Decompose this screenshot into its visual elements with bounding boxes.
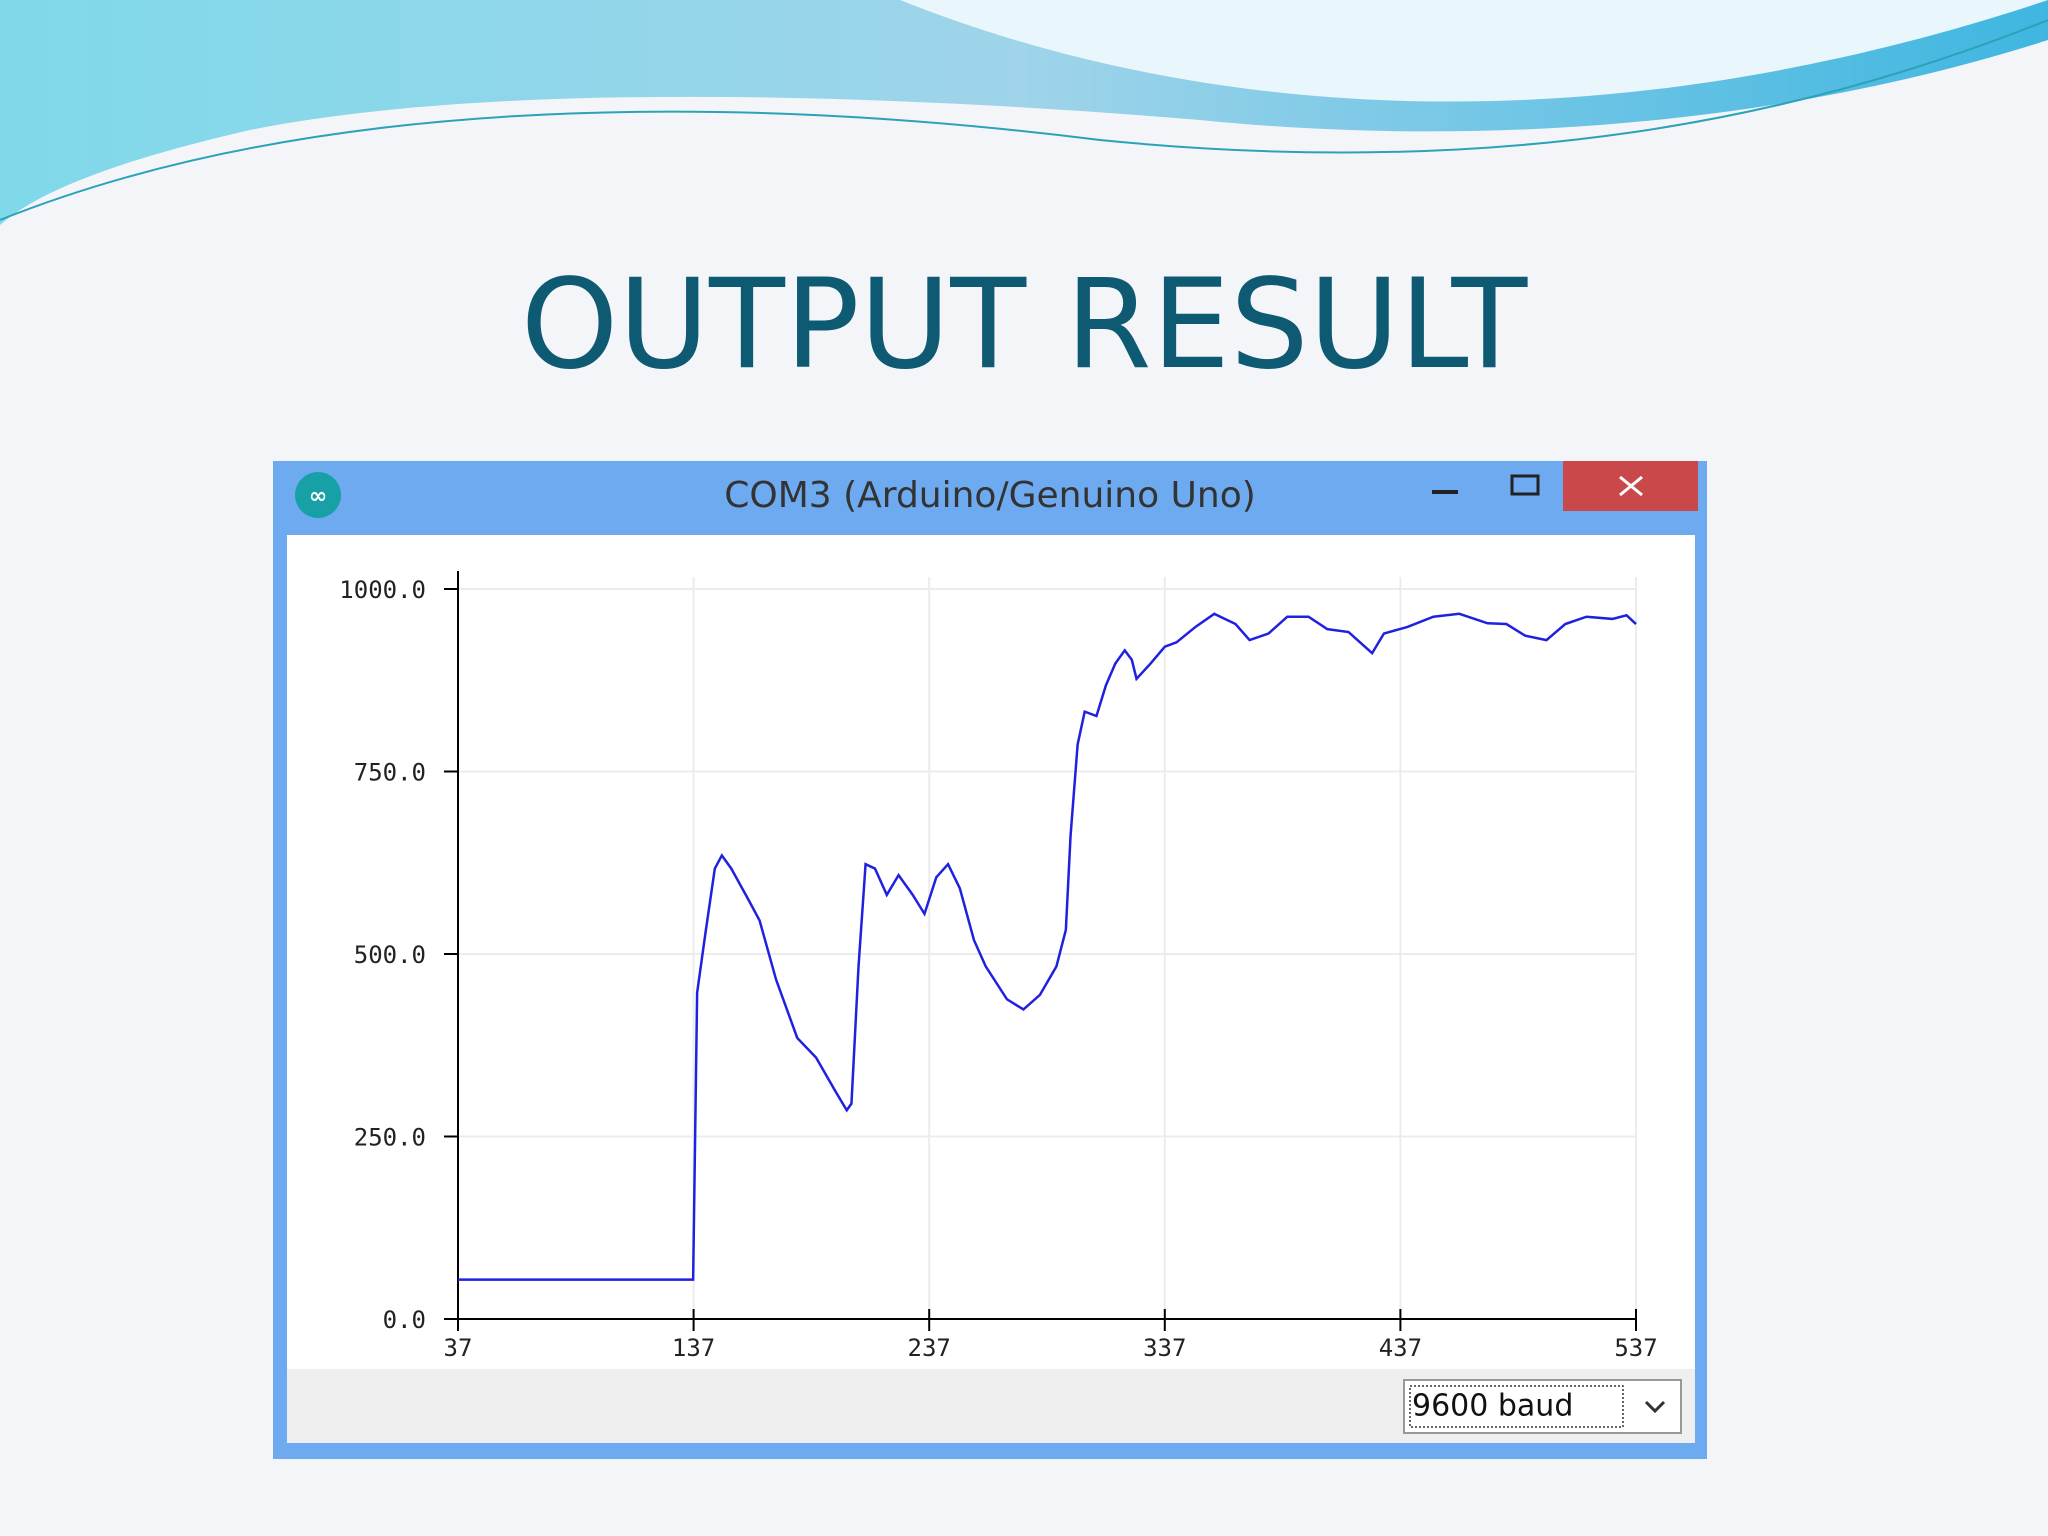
- y-tick-label: 500.0: [354, 941, 426, 969]
- baud-label: 9600 baud: [1412, 1389, 1573, 1424]
- header-wave-light: [900, 0, 2048, 102]
- x-tick-label: 337: [1143, 1334, 1186, 1362]
- slide-title: OUTPUT RESULT: [521, 253, 1529, 397]
- x-tick-label: 537: [1614, 1334, 1657, 1362]
- maximize-button[interactable]: [1510, 474, 1540, 496]
- y-tick-label: 0.0: [383, 1306, 426, 1334]
- baud-select[interactable]: [1403, 1379, 1682, 1434]
- x-tick-label: 137: [672, 1334, 715, 1362]
- header-curve: [0, 19, 2048, 221]
- plot-panel: [287, 535, 1695, 1369]
- window-title: COM3 (Arduino/Genuino Uno): [724, 475, 1256, 516]
- close-icon: [1619, 475, 1643, 497]
- baud-focus: [1409, 1385, 1624, 1428]
- data-line: [458, 612, 1637, 1281]
- x-tick-label: 437: [1379, 1334, 1422, 1362]
- y-tick-label: 750.0: [354, 759, 426, 787]
- x-tick-label: 237: [908, 1334, 951, 1362]
- y-tick-label: 1000.0: [339, 576, 426, 604]
- x-tick-label: 37: [444, 1334, 473, 1362]
- plot: 0.0 250.0 500.0 750.0 1000.0 37 137 237 337 437 53…: [339, 571, 1658, 1362]
- minimize-button[interactable]: [1432, 490, 1458, 494]
- dropdown-arrow: [1644, 1400, 1666, 1414]
- app-icon: [295, 472, 341, 518]
- y-tick-label: 250.0: [354, 1124, 426, 1152]
- app-icon-glyph: ∞: [309, 484, 327, 509]
